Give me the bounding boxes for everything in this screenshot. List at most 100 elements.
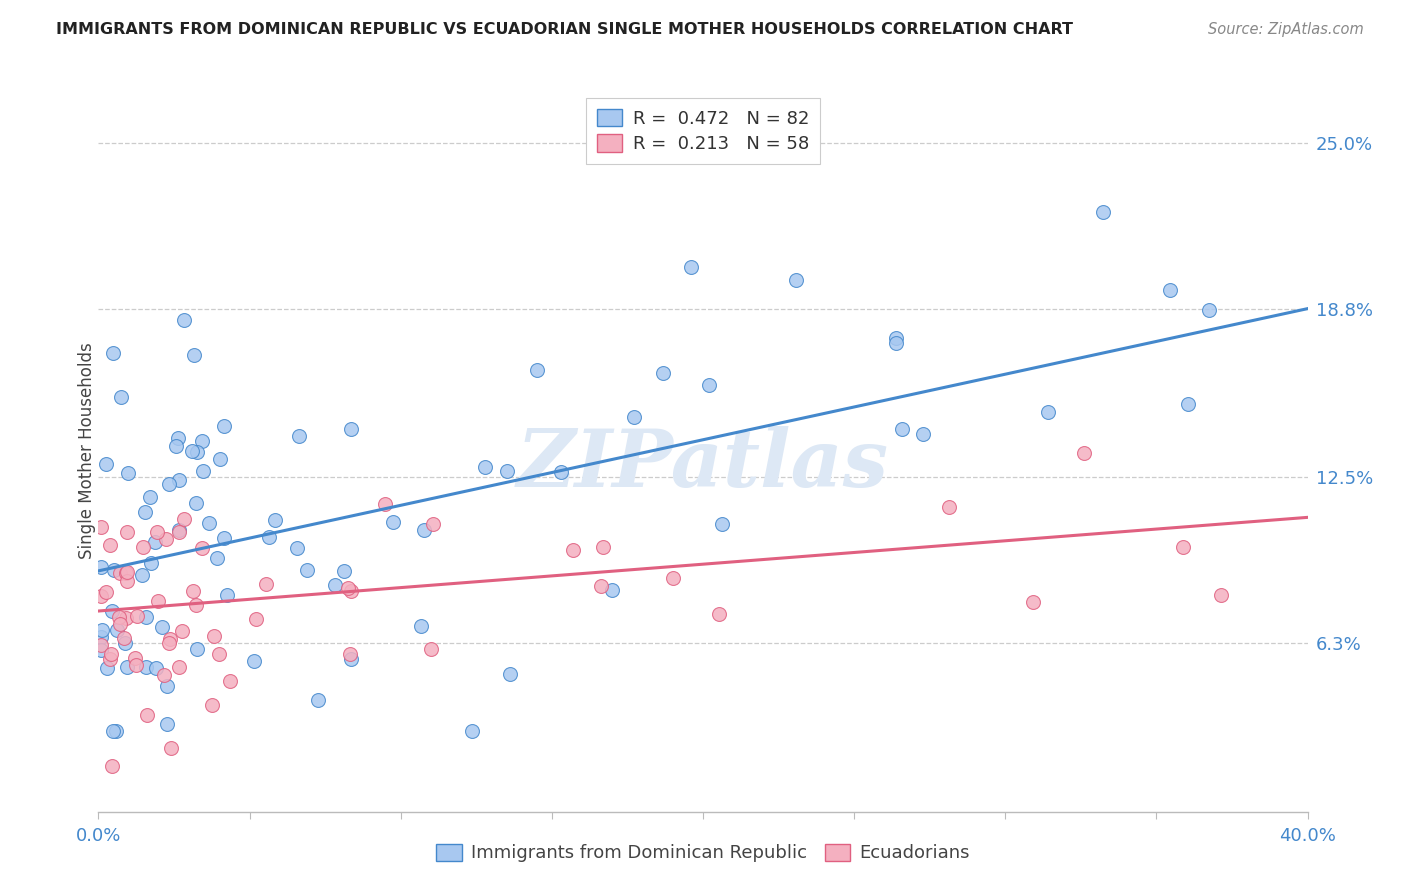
Text: ZIPatlas: ZIPatlas [517,426,889,504]
Point [1198,302,1220,317]
Point [108,566,131,581]
Point [474,459,496,474]
Point [180,444,202,458]
Point [101,758,124,772]
Point [209,452,232,467]
Point [125,657,148,672]
Point [90,630,112,644]
Point [152,667,174,681]
Point [323,577,346,591]
Point [623,409,645,424]
Point [131,568,153,582]
Point [339,647,361,661]
Point [157,636,180,650]
Point [90,589,112,603]
Point [288,429,311,443]
Point [589,579,612,593]
Point [101,604,124,618]
Point [169,524,191,539]
Point [186,642,208,657]
Point [191,541,214,555]
Point [212,419,235,434]
Point [264,513,287,527]
Point [419,642,441,657]
Y-axis label: Single Mother Households: Single Mother Households [79,343,96,558]
Point [98,538,121,552]
Point [911,427,934,442]
Point [245,612,267,626]
Point [115,565,138,579]
Point [208,648,231,662]
Point [165,439,187,453]
Point [100,647,122,661]
Point [143,535,166,549]
Point [295,563,318,577]
Point [217,588,239,602]
Point [679,260,702,275]
Point [183,583,205,598]
Point [600,583,623,598]
Point [101,346,124,360]
Point [103,563,125,577]
Legend: Immigrants from Dominican Republic, Ecuadorians: Immigrants from Dominican Republic, Ecua… [429,837,977,870]
Point [339,652,361,666]
Point [167,523,190,537]
Point [94,585,117,599]
Point [339,584,361,599]
Point [412,523,434,537]
Legend: R =  0.472   N = 82, R =  0.213   N = 58: R = 0.472 N = 82, R = 0.213 N = 58 [586,98,820,164]
Point [337,581,360,595]
Point [135,610,157,624]
Point [662,571,685,585]
Point [526,363,548,377]
Point [307,693,329,707]
Point [148,594,170,608]
Point [98,651,121,665]
Point [173,313,195,327]
Point [498,667,520,681]
Point [156,716,179,731]
Point [212,531,235,545]
Point [592,540,614,554]
Point [1073,445,1095,459]
Point [707,607,730,622]
Text: Source: ZipAtlas.com: Source: ZipAtlas.com [1208,22,1364,37]
Point [561,542,583,557]
Point [90,638,112,652]
Point [103,724,125,739]
Point [1092,204,1115,219]
Point [287,541,309,556]
Point [170,624,193,638]
Point [134,505,156,519]
Point [110,390,132,404]
Point [219,674,242,689]
Point [884,336,907,351]
Point [155,533,177,547]
Point [938,500,960,515]
Point [159,632,181,646]
Point [460,724,482,739]
Text: IMMIGRANTS FROM DOMINICAN REPUBLIC VS ECUADORIAN SINGLE MOTHER HOUSEHOLDS CORREL: IMMIGRANTS FROM DOMINICAN REPUBLIC VS EC… [56,22,1073,37]
Point [198,516,221,531]
Point [891,422,914,436]
Point [94,457,117,471]
Point [340,422,363,436]
Point [124,651,146,665]
Point [257,530,280,544]
Point [91,624,114,638]
Point [146,525,169,540]
Point [785,273,807,287]
Point [173,511,195,525]
Point [150,620,173,634]
Point [496,464,519,478]
Point [381,515,404,529]
Point [711,516,734,531]
Point [96,660,118,674]
Point [112,631,135,645]
Point [167,659,190,673]
Point [108,617,131,632]
Point [114,636,136,650]
Point [90,643,112,657]
Point [184,496,207,510]
Point [125,608,148,623]
